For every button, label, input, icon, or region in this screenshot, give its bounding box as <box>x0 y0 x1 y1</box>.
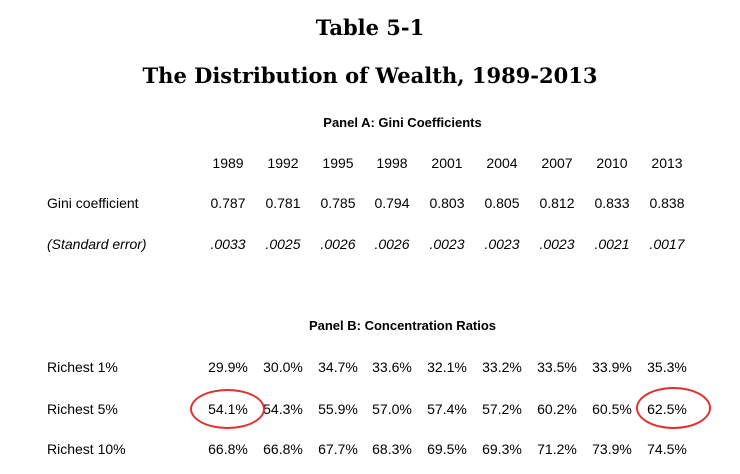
year-header: 1998 <box>376 155 408 171</box>
table-cell: 0.785 <box>320 195 356 211</box>
table-cell: 54.1% <box>208 401 248 417</box>
table-cell: .0026 <box>320 236 356 252</box>
table-cell: .0023 <box>484 236 520 252</box>
year-header: 1989 <box>212 155 244 171</box>
table-cell: .0033 <box>210 236 246 252</box>
table-cell: 54.3% <box>263 401 303 417</box>
year-header: 2010 <box>596 155 628 171</box>
table-cell: .0023 <box>429 236 465 252</box>
year-header: 2013 <box>651 155 683 171</box>
table-cell: .0026 <box>374 236 410 252</box>
table-cell: 66.8% <box>208 441 248 457</box>
year-header: 2004 <box>486 155 518 171</box>
table-subtitle: The Distribution of Wealth, 1989-2013 <box>142 63 598 88</box>
row-label: (Standard error) <box>47 236 147 252</box>
year-header: 1992 <box>267 155 299 171</box>
table-title: Table 5-1 <box>315 15 425 40</box>
table-cell: 33.6% <box>372 359 412 375</box>
table-cell: 0.803 <box>429 195 465 211</box>
table-cell: 62.5% <box>647 401 687 417</box>
table-cell: 69.5% <box>427 441 467 457</box>
table-cell: 57.2% <box>482 401 522 417</box>
table-cell: .0021 <box>594 236 630 252</box>
table-cell: 69.3% <box>482 441 522 457</box>
table-cell: .0025 <box>265 236 301 252</box>
table-cell: 71.2% <box>537 441 577 457</box>
table-cell: 0.833 <box>594 195 630 211</box>
row-label: Richest 5% <box>47 401 118 417</box>
table-cell: 0.805 <box>484 195 520 211</box>
table-cell: 60.5% <box>592 401 632 417</box>
table-cell: 0.781 <box>265 195 301 211</box>
table-cell: .0023 <box>539 236 575 252</box>
table-cell: 29.9% <box>208 359 248 375</box>
table-cell: 73.9% <box>592 441 632 457</box>
table-cell: 33.2% <box>482 359 522 375</box>
row-label: Richest 10% <box>47 441 126 457</box>
table-cell: 60.2% <box>537 401 577 417</box>
table-cell: 67.7% <box>318 441 358 457</box>
year-header: 2001 <box>431 155 463 171</box>
table-cell: 0.838 <box>649 195 685 211</box>
table-cell: 57.0% <box>372 401 412 417</box>
table-cell: 35.3% <box>647 359 687 375</box>
table-cell: 55.9% <box>318 401 358 417</box>
panel-a-heading: Panel A: Gini Coefficients <box>323 115 482 130</box>
row-label: Richest 1% <box>47 359 118 375</box>
year-header: 1995 <box>322 155 354 171</box>
table-cell: 32.1% <box>427 359 467 375</box>
table-cell: 30.0% <box>263 359 303 375</box>
table-cell: 0.812 <box>539 195 575 211</box>
table-cell: 74.5% <box>647 441 687 457</box>
table-cell: 33.5% <box>537 359 577 375</box>
table-cell: .0017 <box>649 236 685 252</box>
table-cell: 68.3% <box>372 441 412 457</box>
year-header: 2007 <box>541 155 573 171</box>
panel-b-heading: Panel B: Concentration Ratios <box>308 318 497 333</box>
table-cell: 34.7% <box>318 359 358 375</box>
table-cell: 66.8% <box>263 441 303 457</box>
table-cell: 0.794 <box>374 195 410 211</box>
row-label: Gini coefficient <box>47 195 139 211</box>
table-cell: 57.4% <box>427 401 467 417</box>
table-cell: 33.9% <box>592 359 632 375</box>
table-cell: 0.787 <box>210 195 246 211</box>
